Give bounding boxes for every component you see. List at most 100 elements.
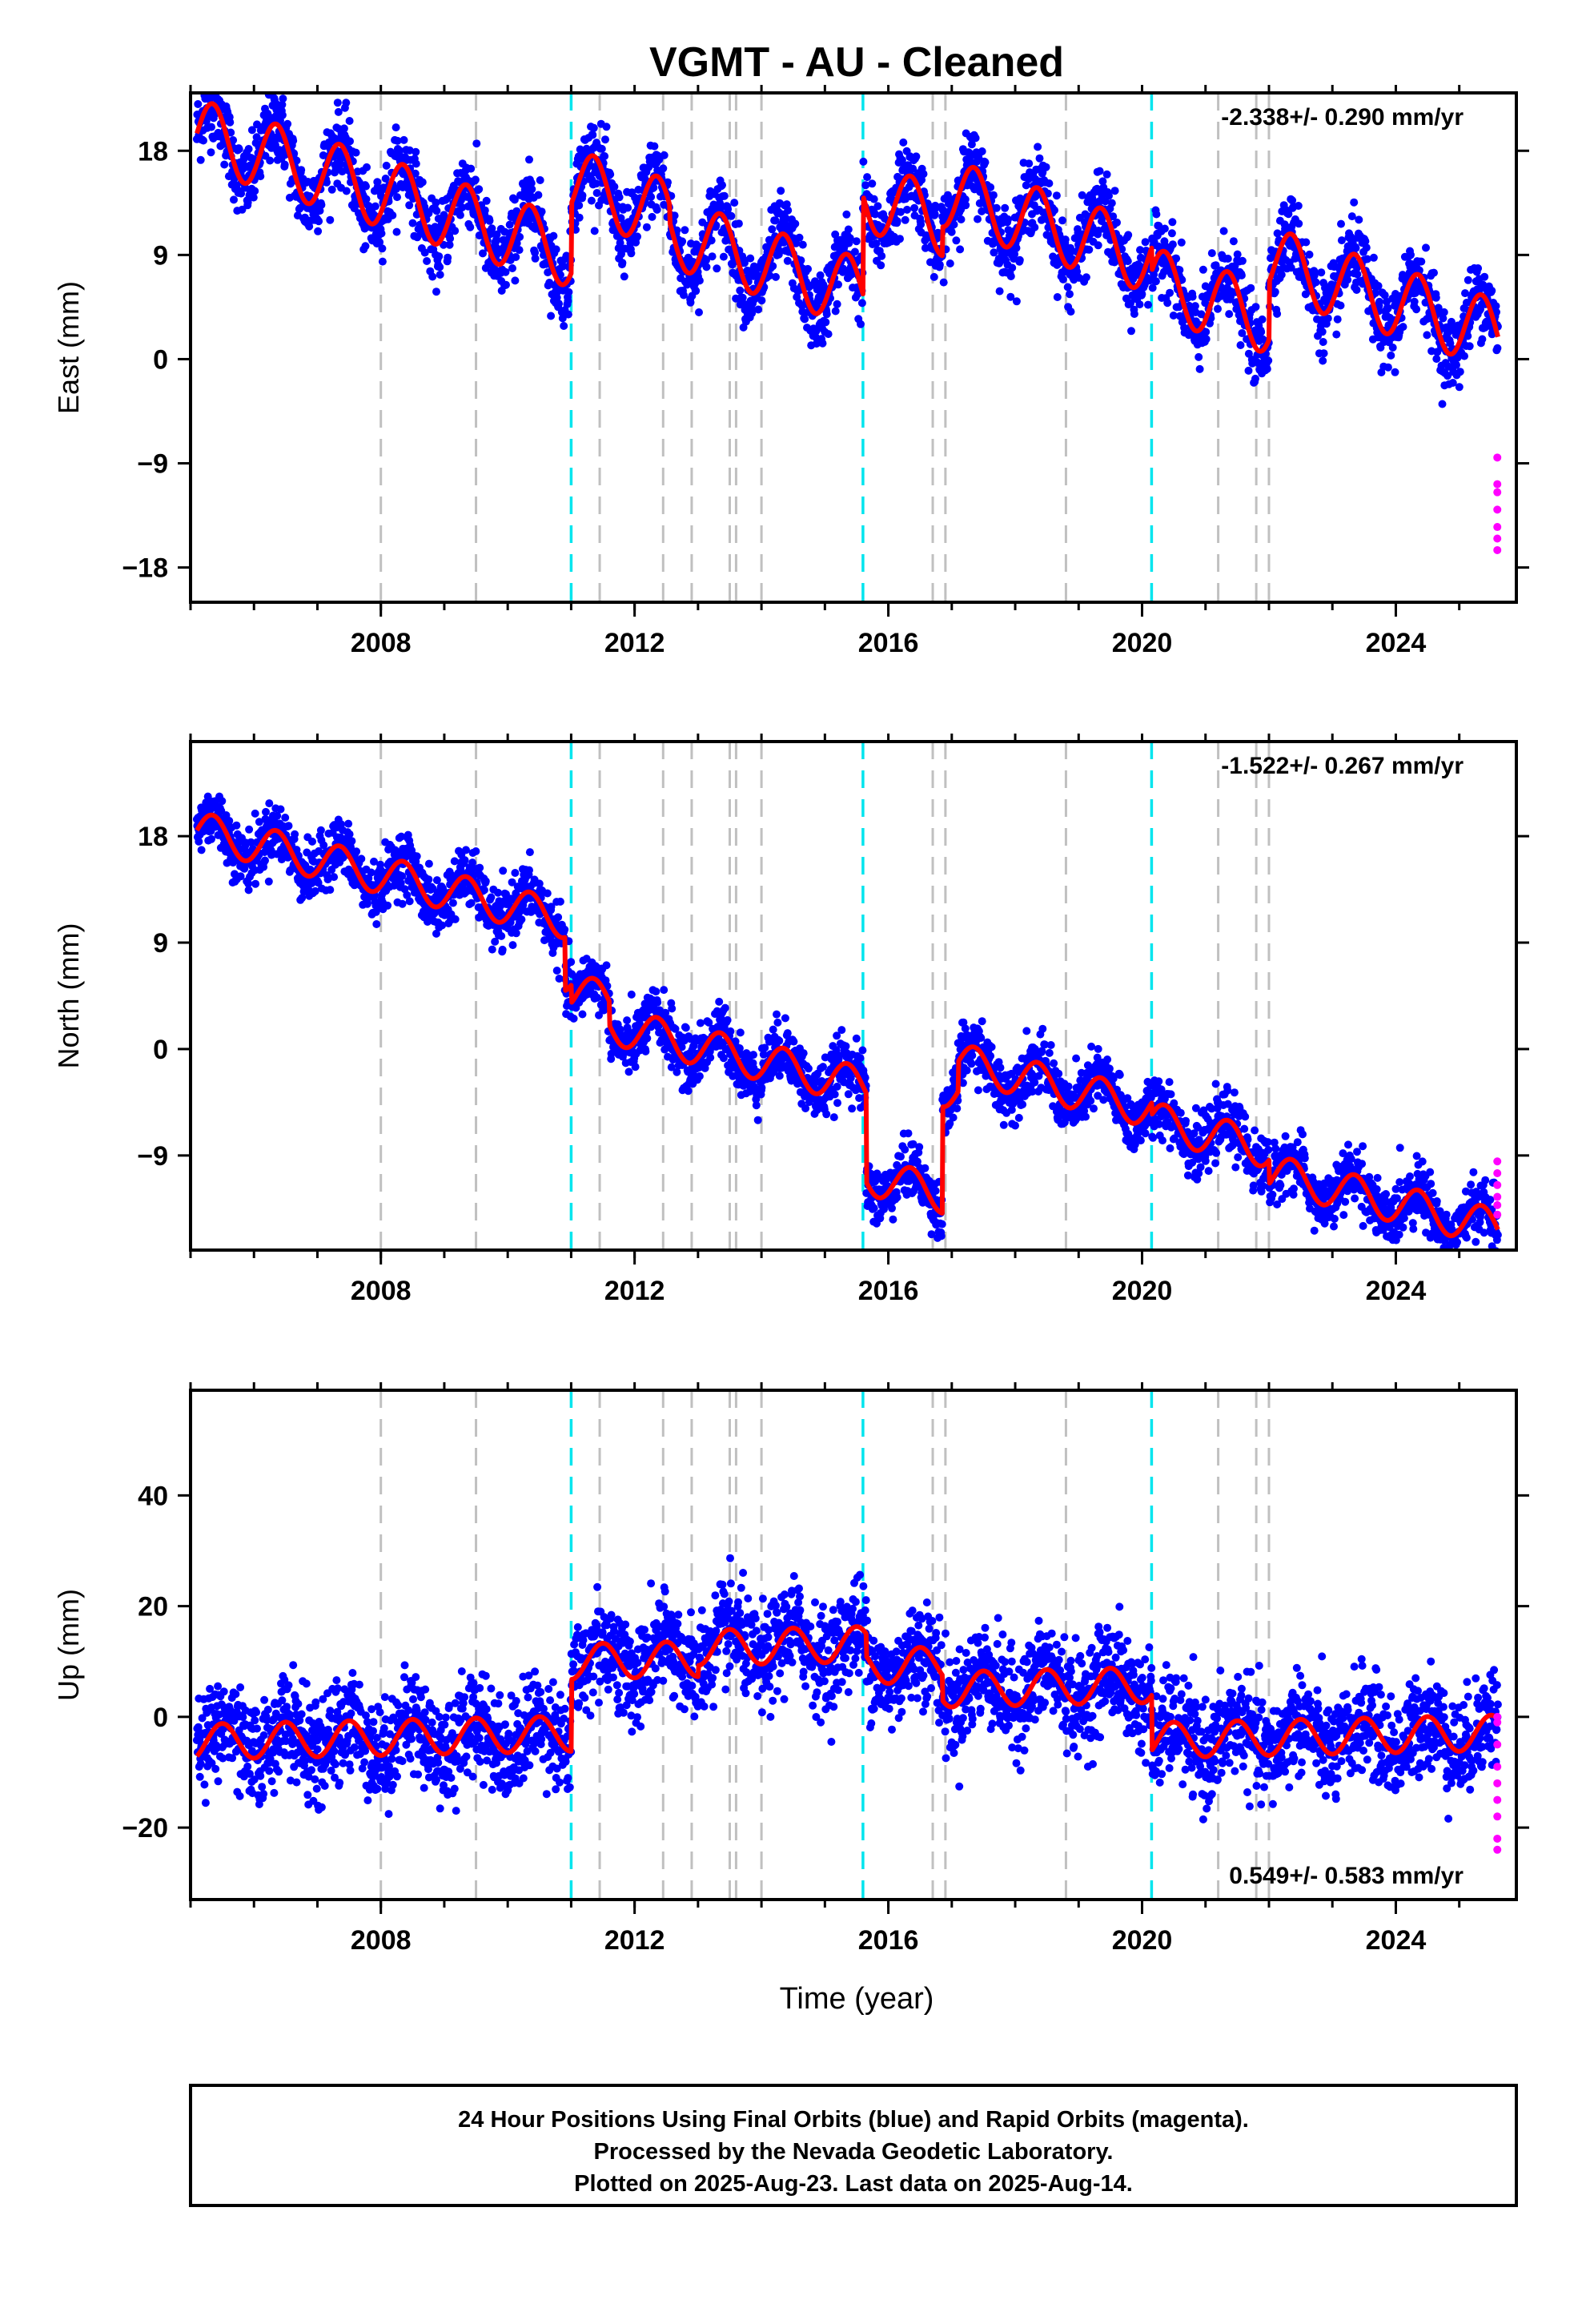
data-point xyxy=(363,899,371,908)
data-point xyxy=(560,925,569,934)
data-point xyxy=(1168,218,1177,227)
data-point xyxy=(1423,331,1431,340)
data-point xyxy=(346,137,354,146)
data-point xyxy=(686,298,695,307)
data-point xyxy=(1410,297,1419,306)
data-point xyxy=(418,178,427,187)
data-point xyxy=(1001,203,1010,212)
final-orbit-points xyxy=(192,792,1502,1250)
data-point xyxy=(606,170,615,179)
data-point xyxy=(816,271,825,279)
data-point xyxy=(525,848,534,857)
data-point xyxy=(460,856,469,865)
data-point xyxy=(1319,349,1328,358)
data-point xyxy=(660,986,669,995)
data-point xyxy=(1008,263,1017,272)
data-point xyxy=(517,915,526,924)
data-point xyxy=(476,863,484,872)
data-point xyxy=(405,897,414,906)
data-point xyxy=(308,837,316,846)
data-point xyxy=(664,178,672,187)
data-point xyxy=(1439,308,1448,316)
data-point xyxy=(616,239,624,247)
data-point xyxy=(448,899,457,907)
data-point xyxy=(339,124,348,133)
data-point xyxy=(1251,374,1259,383)
data-point xyxy=(232,821,241,830)
data-point xyxy=(1352,286,1361,294)
data-point xyxy=(525,155,533,164)
data-point xyxy=(1480,272,1489,281)
data-point xyxy=(1107,199,1116,207)
data-point xyxy=(472,139,481,148)
data-point xyxy=(512,253,520,261)
data-point xyxy=(653,998,662,1007)
data-point xyxy=(1258,315,1267,324)
data-point xyxy=(528,185,536,194)
data-point xyxy=(692,287,701,296)
data-point xyxy=(230,195,238,204)
data-point xyxy=(1383,304,1392,313)
data-point xyxy=(1012,243,1021,252)
data-point xyxy=(1464,275,1472,284)
data-point xyxy=(1085,245,1094,254)
data-point xyxy=(1412,305,1421,314)
data-point xyxy=(1452,360,1460,369)
data-point xyxy=(512,929,520,938)
data-point xyxy=(564,287,573,296)
data-point xyxy=(633,232,641,241)
data-point xyxy=(249,193,258,202)
data-point xyxy=(730,199,739,207)
data-point xyxy=(383,901,392,910)
data-point xyxy=(1337,236,1346,245)
data-point xyxy=(859,157,868,166)
data-point xyxy=(252,133,261,142)
data-point xyxy=(1432,355,1441,364)
data-point xyxy=(1277,271,1286,279)
data-point xyxy=(481,877,490,886)
data-point xyxy=(424,875,433,884)
data-point xyxy=(323,178,331,187)
data-point xyxy=(207,123,215,131)
data-point xyxy=(919,170,928,179)
data-point xyxy=(466,223,475,231)
y-axis-label: East (mm) xyxy=(52,281,85,414)
panel-frame xyxy=(189,91,1518,604)
data-point xyxy=(1271,287,1279,296)
data-point xyxy=(1045,179,1054,187)
data-point xyxy=(543,889,552,898)
data-point xyxy=(1362,243,1371,252)
data-point xyxy=(652,987,661,996)
data-point xyxy=(1094,241,1102,250)
data-point xyxy=(564,296,572,305)
data-point xyxy=(695,276,704,285)
data-point xyxy=(451,227,460,235)
data-point xyxy=(1465,342,1474,351)
rapid-orbit-point xyxy=(1493,534,1502,543)
data-point xyxy=(791,219,800,228)
data-point xyxy=(1251,303,1260,312)
data-point xyxy=(1295,219,1303,228)
data-point xyxy=(1238,256,1247,265)
data-point xyxy=(597,144,606,153)
data-point xyxy=(962,201,970,210)
data-point xyxy=(624,1068,633,1076)
data-point xyxy=(1294,202,1303,210)
data-point xyxy=(235,145,243,154)
data-point xyxy=(592,189,601,197)
data-point xyxy=(601,135,609,144)
data-point xyxy=(480,206,489,215)
data-point xyxy=(852,237,861,246)
data-point xyxy=(1063,283,1072,292)
data-point xyxy=(382,161,391,170)
data-point xyxy=(1247,283,1255,292)
data-point xyxy=(363,163,371,171)
data-point xyxy=(398,899,407,908)
data-point xyxy=(216,82,224,90)
data-point xyxy=(648,212,656,221)
data-point xyxy=(757,296,766,305)
data-point xyxy=(783,256,792,265)
data-point xyxy=(444,253,452,262)
plot-area xyxy=(192,82,1502,602)
